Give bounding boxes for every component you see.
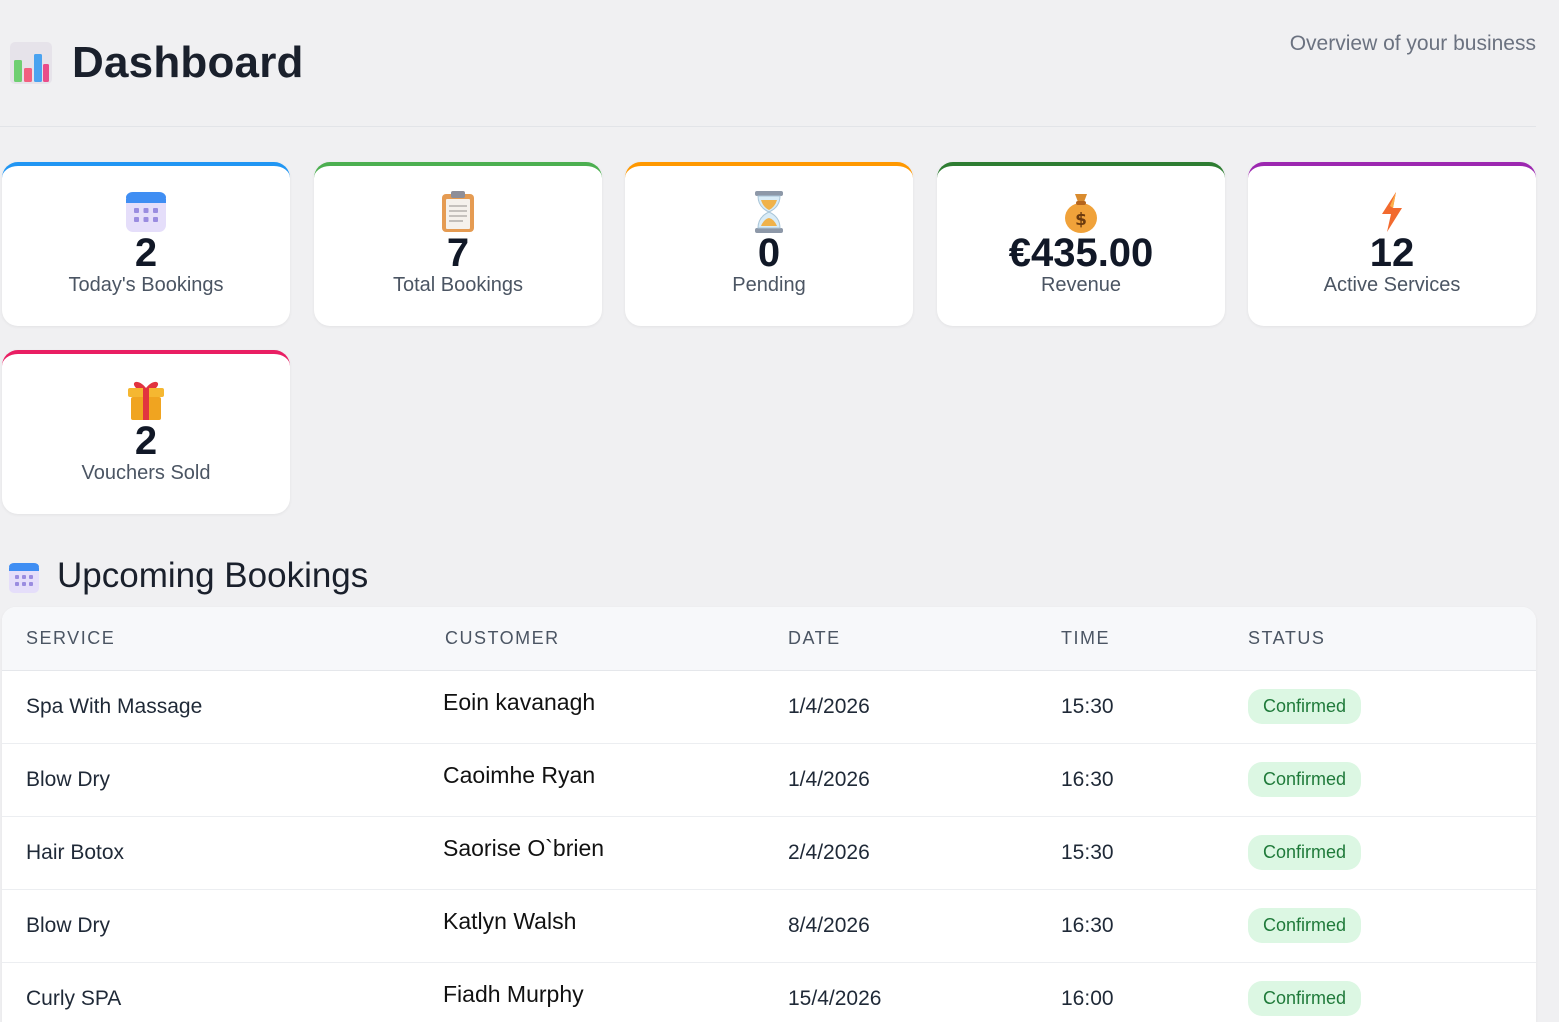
stat-label: Total Bookings bbox=[392, 274, 524, 296]
time-cell: 16:00 bbox=[1061, 986, 1114, 1010]
table-header-row: SERVICE CUSTOMER DATE TIME STATUS bbox=[2, 607, 1536, 670]
time-cell: 16:30 bbox=[1061, 913, 1114, 937]
service-cell: Hair Botox bbox=[26, 840, 125, 864]
service-cell: Blow Dry bbox=[26, 913, 111, 937]
stat-card-active-services: 12 Active Services bbox=[1248, 162, 1536, 326]
stat-card-total-bookings: 7 Total Bookings bbox=[314, 162, 602, 326]
column-header-status: STATUS bbox=[1248, 627, 1326, 648]
date-cell: 15/4/2026 bbox=[788, 986, 882, 1010]
table-row[interactable]: Spa With Massage Eoin kavanagh 1/4/2026 … bbox=[2, 670, 1536, 743]
time-cell: 15:30 bbox=[1061, 694, 1114, 718]
stat-label: Today's Bookings bbox=[68, 274, 224, 296]
status-cell: Confirmed bbox=[1248, 962, 1536, 1022]
service-cell: Blow Dry bbox=[26, 767, 111, 791]
stat-card-todays-bookings: 2 Today's Bookings bbox=[2, 162, 290, 326]
calendar-icon bbox=[126, 192, 166, 232]
column-header-time: TIME bbox=[1061, 627, 1110, 648]
customer-cell: Fiadh Murphy bbox=[443, 981, 584, 1007]
stat-value: 0 bbox=[757, 231, 781, 275]
stat-card-pending: 0 Pending bbox=[625, 162, 913, 326]
stat-value: €435.00 bbox=[1008, 231, 1154, 275]
column-header-date: DATE bbox=[788, 627, 841, 648]
status-badge: Confirmed bbox=[1248, 908, 1362, 943]
status-badge: Confirmed bbox=[1248, 689, 1362, 724]
status-cell: Confirmed bbox=[1248, 816, 1536, 889]
stat-value: 7 bbox=[446, 231, 470, 275]
money-bag-icon: $ bbox=[1065, 194, 1097, 233]
table-row[interactable]: Hair Botox Saorise O`brien 2/4/2026 15:3… bbox=[2, 816, 1536, 889]
status-badge: Confirmed bbox=[1248, 835, 1362, 870]
service-cell: Curly SPA bbox=[26, 986, 122, 1010]
stat-value: 2 bbox=[134, 231, 158, 275]
stat-value: 2 bbox=[134, 419, 158, 463]
svg-text:$: $ bbox=[1075, 210, 1087, 230]
clipboard-icon bbox=[442, 191, 474, 232]
upcoming-bookings-table: SERVICE CUSTOMER DATE TIME STATUS Spa Wi… bbox=[2, 607, 1536, 1022]
hourglass-icon bbox=[755, 191, 783, 233]
stat-label: Pending bbox=[732, 274, 806, 296]
stat-label: Active Services bbox=[1323, 274, 1461, 296]
customer-cell: Katlyn Walsh bbox=[443, 908, 577, 934]
stat-label: Revenue bbox=[1040, 274, 1122, 296]
section-title: Upcoming Bookings bbox=[57, 556, 369, 595]
stat-card-vouchers-sold: 2 Vouchers Sold bbox=[2, 350, 290, 514]
stat-card-revenue: $ €435.00 Revenue bbox=[937, 162, 1225, 326]
status-cell: Confirmed bbox=[1248, 889, 1536, 962]
customer-cell: Saorise O`brien bbox=[443, 835, 605, 861]
bar-chart-icon bbox=[10, 42, 52, 84]
stat-value: 12 bbox=[1369, 231, 1415, 275]
time-cell: 15:30 bbox=[1061, 840, 1114, 864]
page-subtitle: Overview of your business bbox=[1289, 32, 1536, 55]
status-badge: Confirmed bbox=[1248, 762, 1362, 797]
stat-label: Vouchers Sold bbox=[81, 462, 211, 484]
lightning-icon bbox=[1382, 192, 1402, 232]
date-cell: 1/4/2026 bbox=[788, 767, 870, 791]
column-header-customer: CUSTOMER bbox=[445, 627, 560, 648]
status-badge: Confirmed bbox=[1248, 981, 1362, 1016]
column-header-service: SERVICE bbox=[26, 627, 116, 648]
status-cell: Confirmed bbox=[1248, 743, 1536, 816]
status-cell: Confirmed bbox=[1248, 670, 1536, 743]
date-cell: 2/4/2026 bbox=[788, 840, 870, 864]
customer-cell: Caoimhe Ryan bbox=[443, 762, 596, 788]
customer-cell: Eoin kavanagh bbox=[443, 689, 596, 715]
service-cell: Spa With Massage bbox=[26, 694, 203, 718]
time-cell: 16:30 bbox=[1061, 767, 1114, 791]
gift-icon bbox=[128, 381, 164, 420]
table-row[interactable]: Blow Dry Caoimhe Ryan 1/4/2026 16:30 Con… bbox=[2, 743, 1536, 816]
page-header: Dashboard Overview of your business bbox=[0, 0, 1536, 127]
table-row[interactable]: Curly SPA Fiadh Murphy 15/4/2026 16:00 C… bbox=[2, 962, 1536, 1022]
page-title: Dashboard bbox=[72, 38, 304, 87]
table-row[interactable]: Blow Dry Katlyn Walsh 8/4/2026 16:30 Con… bbox=[2, 889, 1536, 962]
date-cell: 1/4/2026 bbox=[788, 694, 870, 718]
calendar-icon bbox=[9, 563, 39, 593]
date-cell: 8/4/2026 bbox=[788, 913, 870, 937]
